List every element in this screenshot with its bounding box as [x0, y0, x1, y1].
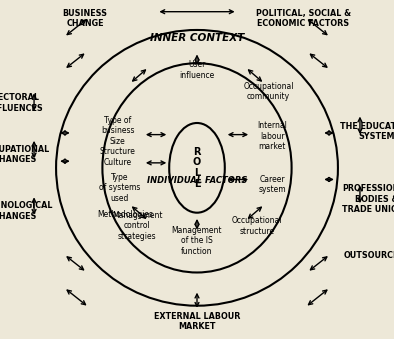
Text: Management
control
strategies: Management control strategies — [112, 211, 162, 241]
Text: Internal
labour
market: Internal labour market — [257, 121, 287, 151]
Text: INDIVIDUAL FACTORS: INDIVIDUAL FACTORS — [147, 176, 247, 185]
Text: Occupational
structure: Occupational structure — [232, 216, 282, 236]
Text: EXTERNAL LABOUR
MARKET: EXTERNAL LABOUR MARKET — [154, 312, 240, 331]
Text: Methodologies: Methodologies — [98, 210, 154, 219]
Text: User
influence: User influence — [179, 60, 215, 80]
Text: TECHNOLOGICAL
CHANGES: TECHNOLOGICAL CHANGES — [0, 201, 53, 221]
Text: Career
system: Career system — [258, 175, 286, 194]
Text: INNER CONTEXT: INNER CONTEXT — [150, 33, 244, 43]
Text: POLITICAL, SOCIAL &
ECONOMIC FACTORS: POLITICAL, SOCIAL & ECONOMIC FACTORS — [256, 8, 351, 28]
Text: Type of
business
Size
Structure
Culture: Type of business Size Structure Culture — [100, 116, 136, 166]
Text: Management
of the IS
function: Management of the IS function — [172, 226, 222, 256]
Text: Type
of systems
used: Type of systems used — [99, 173, 141, 203]
Text: Occupational
community: Occupational community — [243, 82, 294, 101]
Text: R
O
L
E: R O L E — [193, 147, 201, 189]
Ellipse shape — [169, 123, 225, 213]
Text: THE EDUCATION
SYSTEM: THE EDUCATION SYSTEM — [340, 122, 394, 141]
Text: PROFESSIONAL
BODIES &
TRADE UNIONS: PROFESSIONAL BODIES & TRADE UNIONS — [342, 184, 394, 214]
Text: OCCUPATIONAL
CHANGES: OCCUPATIONAL CHANGES — [0, 145, 50, 164]
Text: SECTORAL
INFLUENCES: SECTORAL INFLUENCES — [0, 93, 43, 113]
Text: BUSINESS
CHANGE: BUSINESS CHANGE — [63, 8, 108, 28]
Text: OUTSOURCING: OUTSOURCING — [344, 252, 394, 260]
